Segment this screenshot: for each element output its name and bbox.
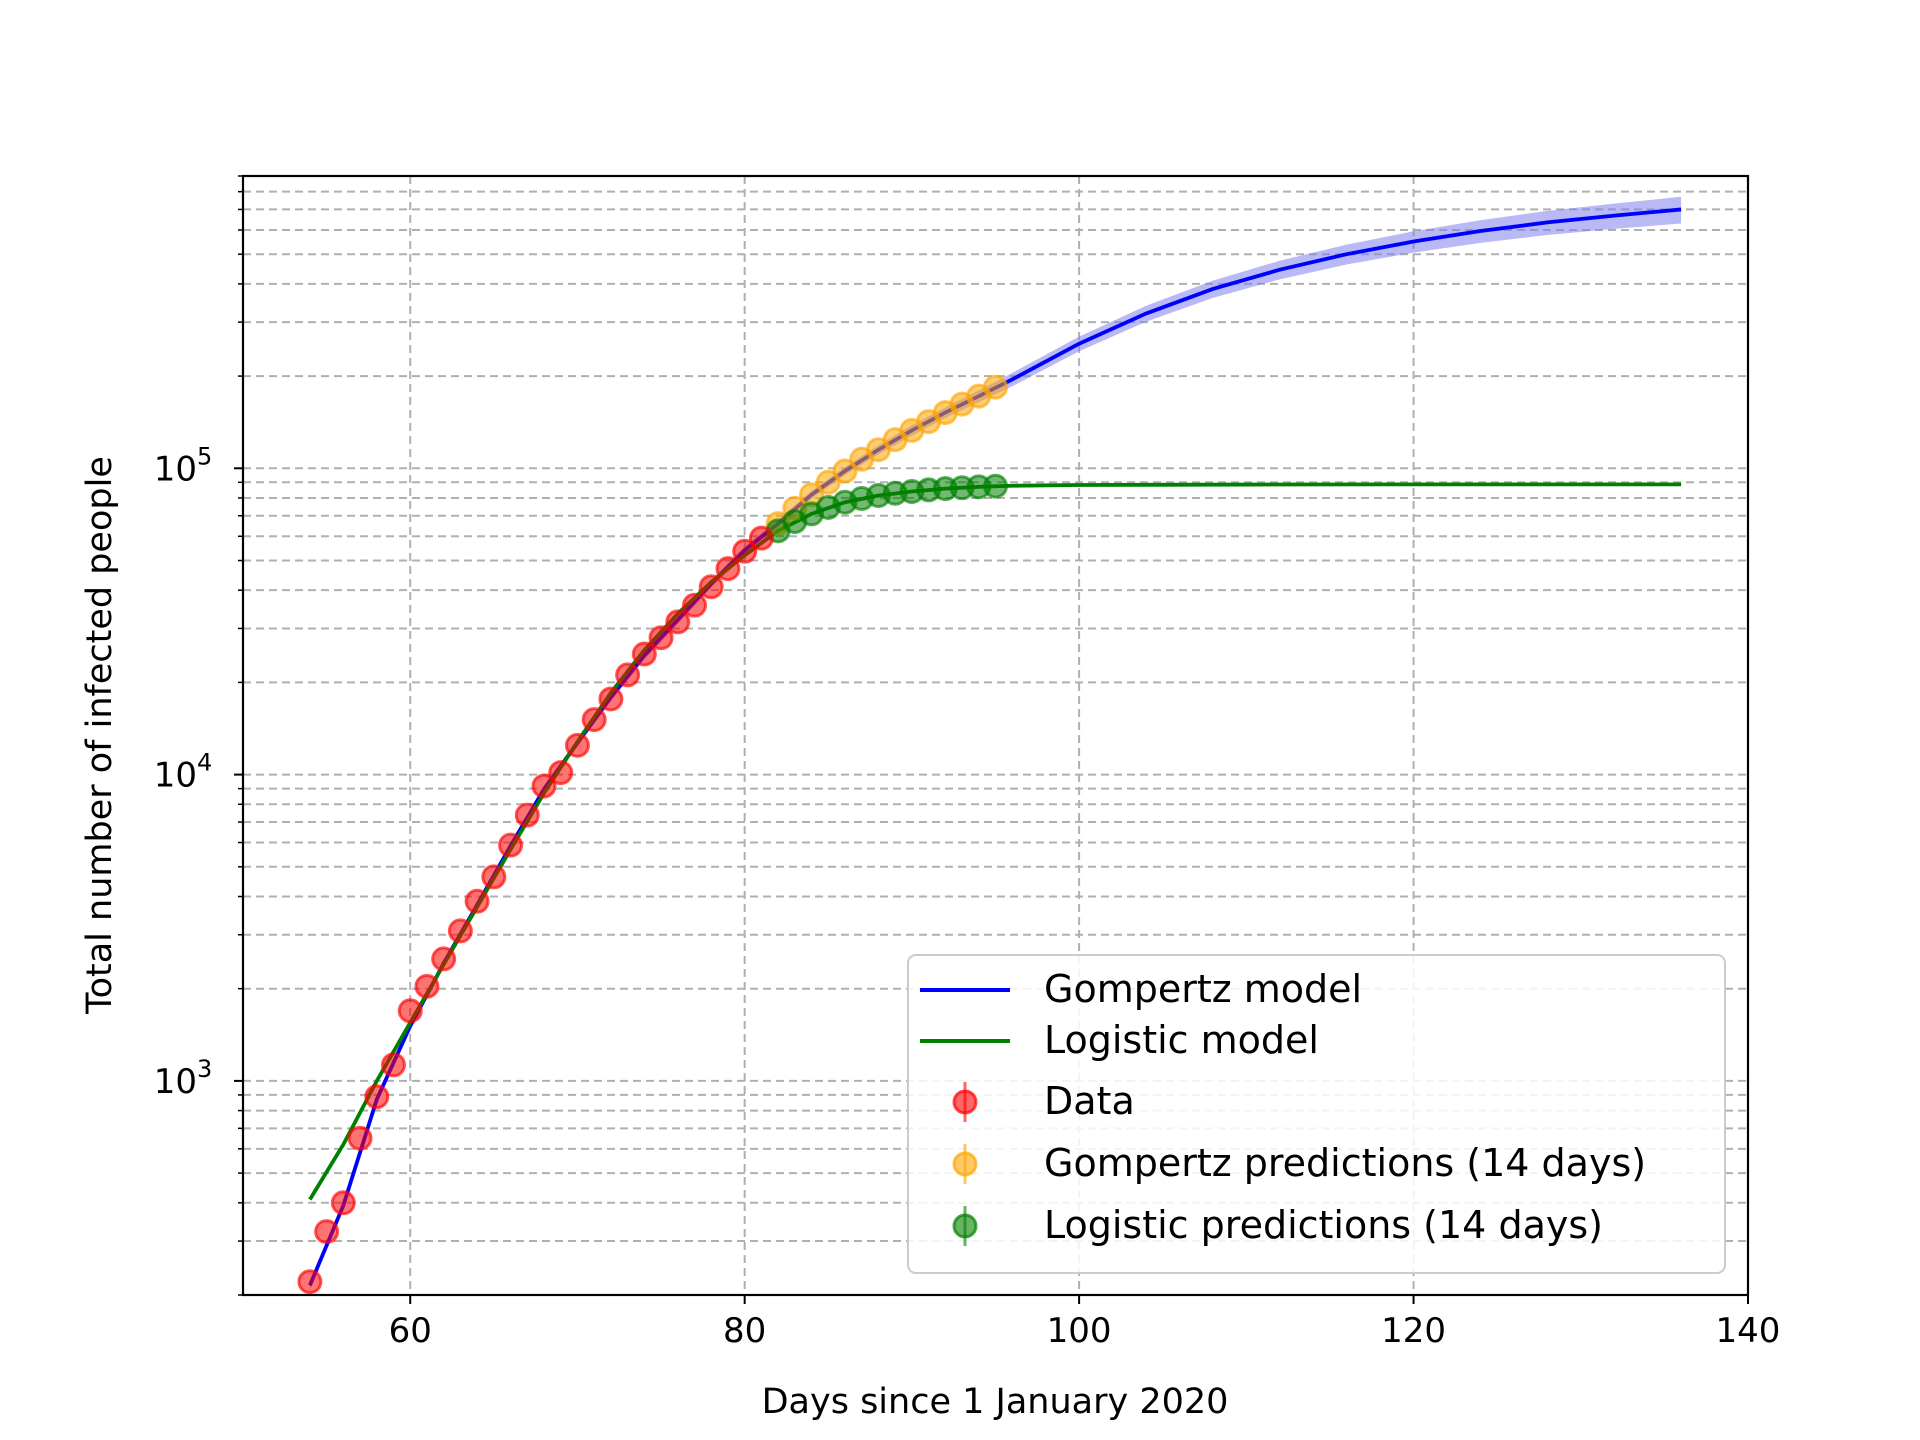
data-point	[414, 973, 440, 999]
data-point	[581, 707, 607, 733]
x-tick-label: 120	[1381, 1311, 1446, 1351]
legend-marker-swatch	[952, 1151, 978, 1177]
legend-label: Data	[1044, 1079, 1135, 1123]
legend-label: Gompertz model	[1044, 967, 1362, 1011]
data-point	[631, 641, 657, 667]
x-tick-label: 140	[1716, 1311, 1781, 1351]
data-point	[548, 760, 574, 786]
data-point	[447, 918, 473, 944]
data-point	[347, 1125, 373, 1151]
data-point	[397, 998, 423, 1024]
gompertz-prediction-point	[983, 374, 1008, 400]
data-point	[314, 1219, 340, 1245]
plot-frame	[241, 174, 1750, 1297]
gompertz-prediction-point	[832, 458, 858, 484]
data-point	[514, 802, 540, 828]
data-point	[498, 832, 524, 858]
data-point	[615, 662, 641, 688]
data-point	[381, 1052, 406, 1078]
y-tick-label: 105	[154, 442, 213, 489]
data-point	[598, 686, 624, 712]
data-point	[481, 864, 507, 890]
tick-layer: 60 80 100 120 140 103 104 105	[154, 175, 1781, 1351]
data-point	[297, 1269, 323, 1295]
legend-marker-swatch	[952, 1089, 978, 1115]
legend: Gompertz model Logistic model Data Gompertz…	[907, 954, 1726, 1274]
data-point	[564, 732, 590, 758]
y-tick-label: 103	[154, 1055, 213, 1102]
data-point	[464, 888, 490, 914]
x-tick-label: 100	[1047, 1311, 1112, 1351]
gompertz-prediction-point	[815, 469, 841, 495]
data-layer	[297, 196, 1682, 1295]
legend-box	[907, 954, 1726, 1274]
y-tick-label: 104	[154, 749, 213, 796]
x-tick-label: 80	[723, 1311, 766, 1351]
data-point	[431, 946, 457, 972]
x-tick-label: 60	[389, 1311, 432, 1351]
data-point	[698, 574, 724, 600]
legend-marker-swatch	[952, 1213, 978, 1239]
logistic-prediction-point	[983, 473, 1008, 499]
legend-label: Logistic predictions (14 days)	[1044, 1203, 1603, 1247]
data-point	[732, 538, 758, 564]
legend-label: Logistic model	[1044, 1018, 1319, 1062]
data-point	[748, 525, 774, 551]
legend-items: Gompertz model Logistic model Data Gompertz…	[920, 967, 1646, 1247]
x-axis-label: Days since 1 January 2020	[762, 1382, 1229, 1422]
data-point	[665, 609, 691, 635]
data-point	[531, 773, 557, 799]
data-point	[648, 625, 674, 651]
legend-label: Gompertz predictions (14 days)	[1044, 1141, 1646, 1185]
y-axis-label: Total number of infected people	[80, 456, 120, 1015]
data-point	[364, 1084, 390, 1110]
data-point	[715, 556, 741, 582]
data-point	[330, 1190, 356, 1216]
data-point	[682, 592, 707, 618]
